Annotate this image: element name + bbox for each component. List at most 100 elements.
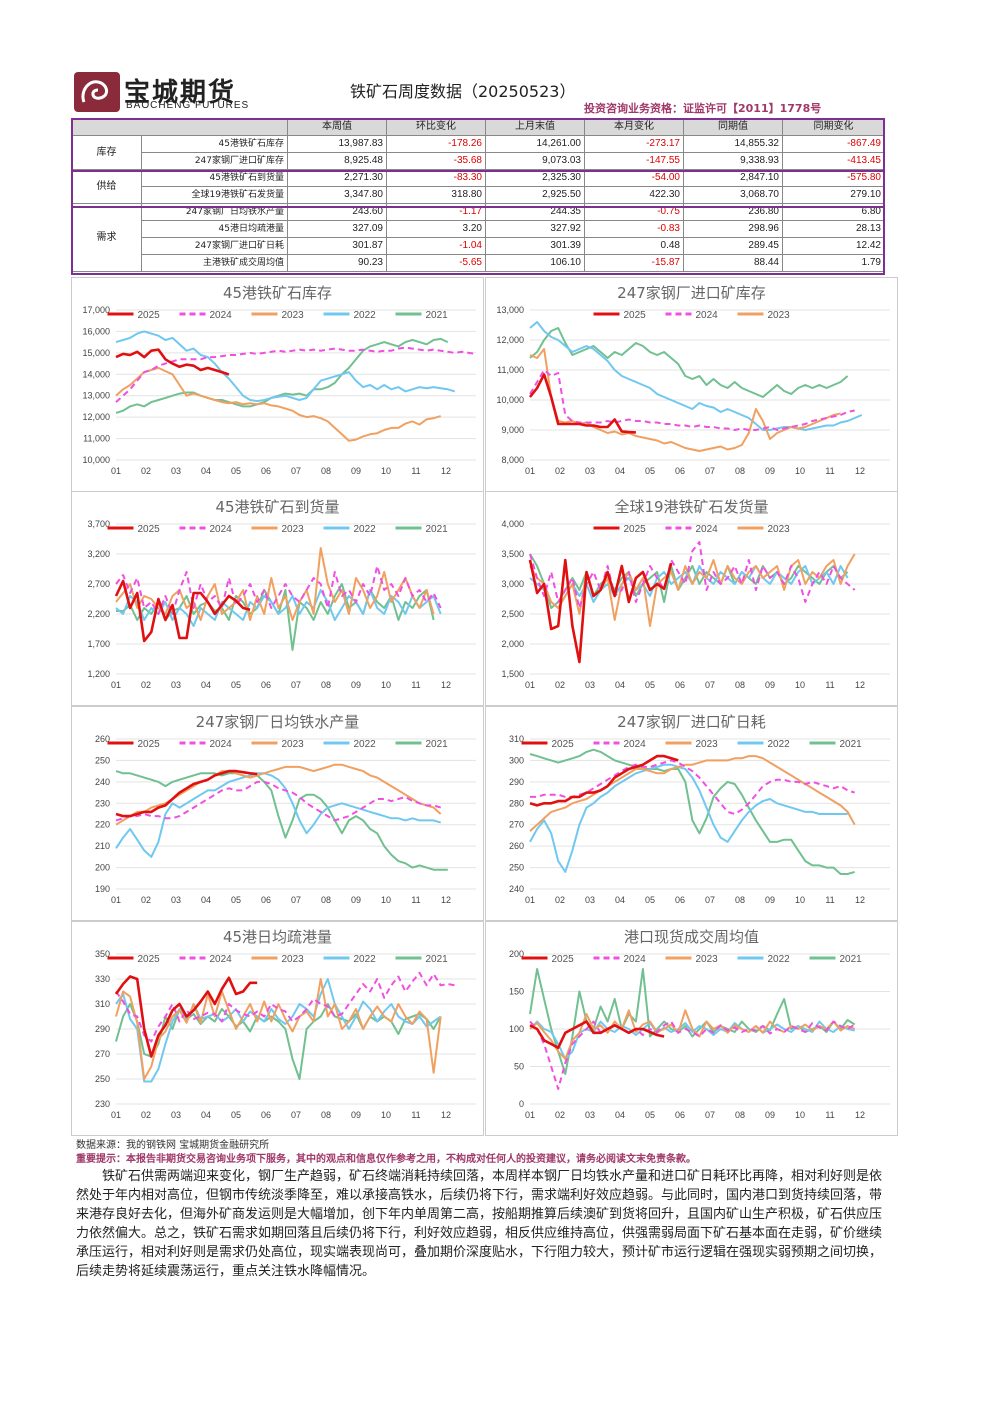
- table-cell: -867.49: [782, 135, 885, 153]
- x-tick-label: 11: [825, 680, 834, 690]
- logo-english-text: BAOCHENG FUTURES: [126, 100, 250, 111]
- chart-hot-metal-output: 247家钢厂日均铁水产量 190 200 210 220 230 240 250 260 01 02…: [71, 706, 484, 921]
- x-tick-label: 01: [525, 895, 535, 905]
- series-line-2021: [529, 748, 855, 875]
- y-tick-label: 1,500: [501, 669, 524, 679]
- legend-label: 2023: [282, 954, 305, 965]
- legend-label: 2025: [138, 524, 161, 535]
- chart-spot-trade: 港口现货成交周均值 0 50 100 150 200 01 02 03 04 05 06 07 08 09 1…: [485, 921, 898, 1136]
- legend-label: 2024: [624, 954, 647, 965]
- group-divider: [71, 206, 885, 208]
- y-tick-label: 240: [509, 884, 524, 894]
- x-tick-label: 07: [291, 895, 301, 905]
- y-tick-label: 0: [519, 1099, 524, 1109]
- table-row: 45港日均疏港量 327.09 3.20 327.92 -0.83 298.96 28.13: [72, 220, 885, 238]
- series-line-2025: [115, 348, 230, 376]
- x-tick-label: 03: [171, 1110, 181, 1120]
- table-row: 全球19港铁矿石发货量 3,347.80 318.80 2,925.50 422.30 3…: [72, 186, 885, 204]
- legend-label: 2022: [354, 310, 377, 321]
- table-cell: 3,347.80: [287, 186, 387, 204]
- table-corner: [71, 118, 288, 136]
- y-tick-label: 3,200: [87, 549, 110, 559]
- y-tick-label: 240: [95, 777, 110, 787]
- x-tick-label: 01: [525, 466, 535, 476]
- chart-port-inventory: 45港铁矿石库存 10,000 11,000 12,000 13,000 14,000 15…: [71, 277, 484, 492]
- y-tick-label: 190: [95, 884, 110, 894]
- x-tick-label: 05: [231, 895, 241, 905]
- table-cell: 12.42: [782, 237, 885, 255]
- y-tick-label: 8,000: [501, 455, 524, 465]
- license-text: 投资咨询业务资格：证监许可【2011】1778号: [584, 102, 822, 115]
- legend-label: 2023: [282, 310, 305, 321]
- x-tick-label: 04: [615, 466, 625, 476]
- series-line-2021: [115, 1003, 442, 1080]
- data-source: 数据来源：我的钢铁网 宝城期货金融研究所: [76, 1140, 270, 1151]
- y-tick-label: 260: [95, 734, 110, 744]
- x-tick-label: 03: [585, 680, 595, 690]
- legend-label: 2025: [552, 954, 575, 965]
- x-tick-label: 11: [411, 1110, 420, 1120]
- chart-svg: 全球19港铁矿石发货量 1,500 2,000 2,500 3,000 3,500 4,00…: [501, 498, 890, 690]
- chart-svg: 247家钢厂日均铁水产量 190 200 210 220 230 240 250 260 01 02…: [95, 713, 476, 905]
- x-tick-label: 05: [231, 466, 241, 476]
- chart-svg: 247家钢厂进口矿库存 8,000 9,000 10,000 11,000 12,000 1…: [496, 284, 890, 476]
- y-tick-label: 210: [95, 841, 110, 851]
- legend-label: 2025: [624, 310, 647, 321]
- x-tick-label: 07: [705, 680, 715, 690]
- x-tick-label: 01: [111, 680, 121, 690]
- logo-mark-icon: [74, 72, 120, 112]
- chart-port-outflow: 45港日均疏港量 230 250 270 290 310 330 350 01 02 03 04 05 0…: [71, 921, 484, 1136]
- y-tick-label: 250: [95, 755, 110, 765]
- table-cell: 301.39: [485, 237, 585, 255]
- x-tick-label: 06: [261, 680, 271, 690]
- y-tick-label: 350: [95, 949, 110, 959]
- x-tick-label: 07: [291, 1110, 301, 1120]
- x-tick-label: 10: [795, 680, 805, 690]
- table-border: [883, 118, 885, 275]
- x-tick-label: 11: [411, 895, 420, 905]
- x-tick-label: 01: [111, 1110, 121, 1120]
- table-border: [71, 118, 885, 120]
- x-tick-label: 12: [855, 895, 865, 905]
- legend-label: 2025: [624, 524, 647, 535]
- table-cell: 3,068.70: [683, 186, 783, 204]
- chart-title: 全球19港铁矿石发货量: [614, 498, 768, 516]
- legend-label: 2025: [138, 739, 161, 750]
- legend-label: 2024: [624, 739, 647, 750]
- series-line-2021: [529, 968, 856, 1075]
- x-tick-label: 04: [201, 466, 211, 476]
- y-tick-label: 12,000: [82, 412, 110, 422]
- y-tick-label: 230: [95, 1099, 110, 1109]
- y-tick-label: 50: [514, 1062, 524, 1072]
- y-tick-label: 330: [95, 974, 110, 984]
- x-tick-label: 05: [645, 680, 655, 690]
- y-tick-label: 13,000: [496, 305, 524, 315]
- legend-label: 2021: [426, 310, 449, 321]
- table-cell: 2,925.50: [485, 186, 585, 204]
- x-tick-label: 12: [855, 1110, 865, 1120]
- y-tick-label: 4,000: [501, 519, 524, 529]
- x-tick-label: 10: [381, 466, 391, 476]
- x-tick-label: 02: [141, 1110, 151, 1120]
- legend-label: 2022: [768, 739, 791, 750]
- table-cell: -178.26: [386, 135, 486, 153]
- x-tick-label: 08: [735, 895, 745, 905]
- legend-label: 2022: [354, 954, 377, 965]
- y-tick-label: 11,000: [83, 434, 110, 444]
- chart-svg: 45港铁矿石到货量 1,200 1,700 2,200 2,700 3,200 3,700 0…: [87, 498, 476, 690]
- table-cell: 2,325.30: [485, 169, 585, 187]
- series-line-2022: [115, 978, 442, 1083]
- analysis-paragraph: 铁矿石供需两端迎来变化，钢厂生产趋弱，矿石终端消耗持续回落，本周样本钢厂日均铁水…: [76, 1169, 883, 1279]
- x-tick-label: 02: [555, 1110, 565, 1120]
- y-tick-label: 250: [95, 1074, 110, 1084]
- table-cell: -147.55: [584, 152, 684, 170]
- x-tick-label: 07: [705, 466, 715, 476]
- legend-label: 2023: [282, 524, 305, 535]
- row-label: 45港铁矿石到货量: [141, 169, 288, 187]
- document-title: 铁矿石周度数据（20250523）: [350, 82, 576, 101]
- table-cell: 9,073.03: [485, 152, 585, 170]
- legend-label: 2023: [768, 310, 791, 321]
- x-tick-label: 08: [321, 680, 331, 690]
- legend-label: 2022: [354, 739, 377, 750]
- series-line-2025: [528, 373, 636, 434]
